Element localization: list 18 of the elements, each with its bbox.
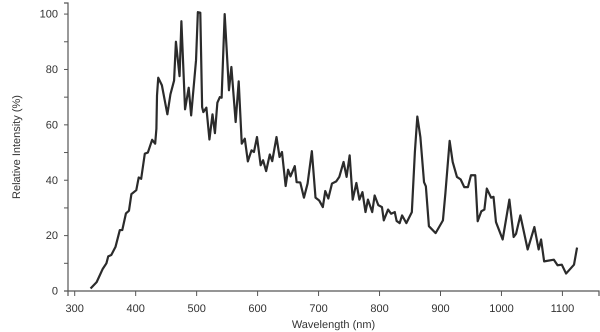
- y-axis-title: Relative Intensity (%): [11, 95, 23, 199]
- y-tick-label: 60: [46, 119, 58, 132]
- y-tick-label: 100: [40, 8, 58, 21]
- x-tick-label: 1000: [489, 303, 514, 316]
- y-tick-label: 40: [46, 174, 58, 187]
- line-series: [89, 11, 578, 290]
- x-tick-label: 1100: [550, 303, 574, 316]
- x-tick-label: 800: [370, 303, 389, 316]
- x-axis-title: Wavelength (nm): [292, 319, 376, 331]
- y-tick-label: 0: [52, 286, 58, 298]
- y-tick-label: 80: [46, 64, 58, 76]
- x-tick-label: 700: [309, 303, 328, 316]
- y-tick-label: 20: [46, 230, 58, 242]
- x-tick-label: 600: [248, 303, 267, 316]
- x-tick-label: 500: [187, 303, 206, 316]
- x-tick-label: 300: [66, 303, 84, 316]
- x-tick-label: 900: [431, 303, 450, 316]
- x-tick-label: 400: [126, 303, 145, 316]
